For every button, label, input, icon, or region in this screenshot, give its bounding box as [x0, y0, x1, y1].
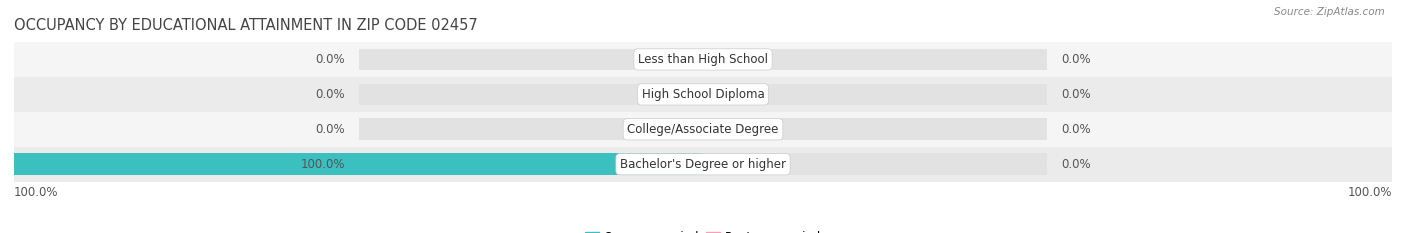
Text: College/Associate Degree: College/Associate Degree	[627, 123, 779, 136]
Bar	[14, 112, 1392, 147]
Text: 0.0%: 0.0%	[1062, 158, 1091, 171]
Text: 0.0%: 0.0%	[315, 123, 344, 136]
Text: 0.0%: 0.0%	[1062, 123, 1091, 136]
Text: 0.0%: 0.0%	[315, 88, 344, 101]
Text: 0.0%: 0.0%	[1062, 53, 1091, 66]
Text: 0.0%: 0.0%	[1062, 88, 1091, 101]
Text: Bachelor's Degree or higher: Bachelor's Degree or higher	[620, 158, 786, 171]
Legend: Owner-occupied, Renter-occupied: Owner-occupied, Renter-occupied	[579, 226, 827, 233]
Bar	[359, 154, 1047, 175]
Text: 0.0%: 0.0%	[315, 53, 344, 66]
Bar	[14, 42, 1392, 77]
Text: 100.0%: 100.0%	[1347, 186, 1392, 199]
Text: 100.0%: 100.0%	[14, 186, 59, 199]
Text: Less than High School: Less than High School	[638, 53, 768, 66]
Bar	[359, 118, 1047, 140]
Bar	[359, 84, 1047, 105]
Bar	[14, 154, 703, 175]
Text: OCCUPANCY BY EDUCATIONAL ATTAINMENT IN ZIP CODE 02457: OCCUPANCY BY EDUCATIONAL ATTAINMENT IN Z…	[14, 18, 478, 33]
Text: Source: ZipAtlas.com: Source: ZipAtlas.com	[1274, 7, 1385, 17]
Bar	[14, 147, 1392, 182]
Text: High School Diploma: High School Diploma	[641, 88, 765, 101]
Text: 100.0%: 100.0%	[301, 158, 344, 171]
Bar	[359, 49, 1047, 70]
Bar	[14, 77, 1392, 112]
